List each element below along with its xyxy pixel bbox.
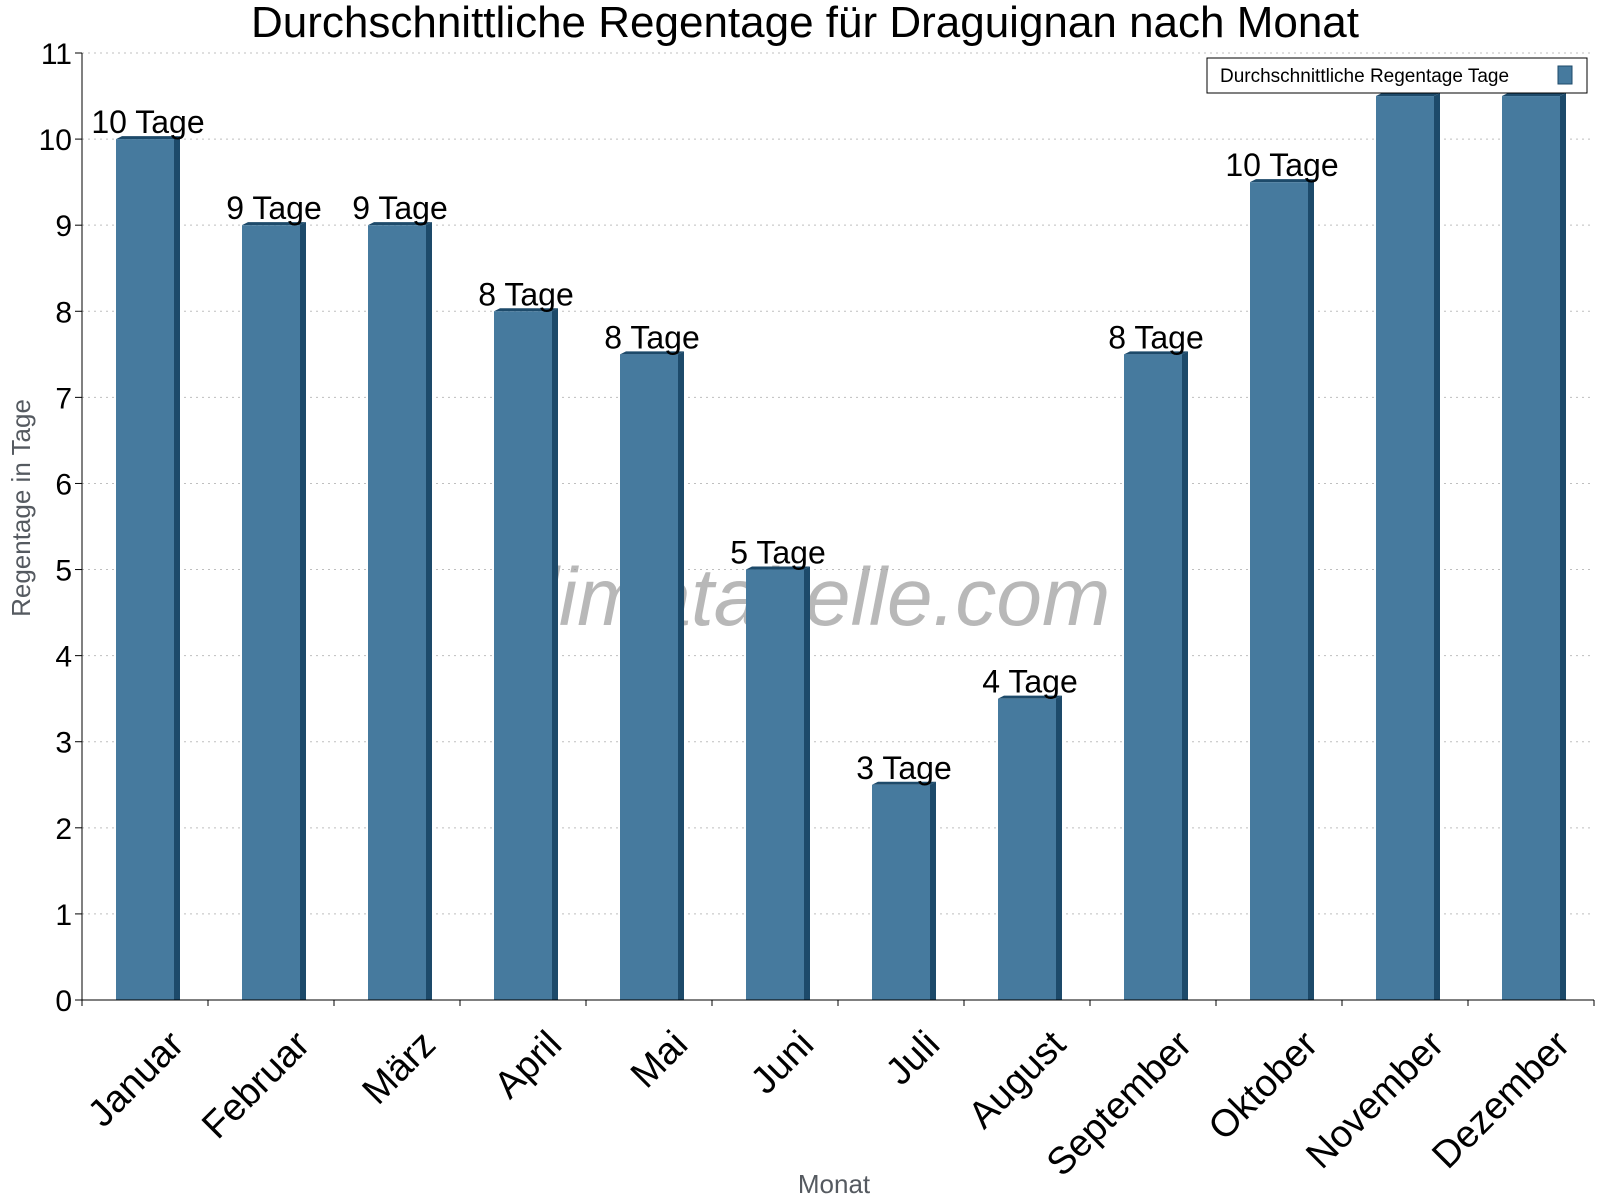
data-label: 10 Tage [1225, 147, 1338, 183]
chart-title: Durchschnittliche Regentage für Draguign… [251, 0, 1359, 47]
bar-front [116, 139, 174, 1000]
y-tick-label: 2 [55, 813, 72, 846]
gridlines [82, 52, 1594, 915]
bar-side [1434, 93, 1440, 1000]
bar-front [368, 225, 426, 1000]
y-axis-title: Regentage in Tage [6, 399, 36, 617]
bar-top [1124, 351, 1188, 355]
bar-front [1124, 354, 1182, 1000]
bar-top [116, 136, 180, 140]
bar-top [1376, 93, 1440, 97]
bar-side [174, 136, 180, 1000]
x-tick-label: November [1298, 1023, 1452, 1177]
data-label: 9 Tage [226, 190, 322, 226]
data-label: 8 Tage [478, 276, 574, 312]
bar-september [1124, 351, 1188, 1000]
x-tick-label: Dezember [1424, 1023, 1578, 1177]
bar-front [494, 311, 552, 1001]
bar-top [494, 308, 558, 312]
bar-side [552, 308, 558, 1001]
bar-top [998, 695, 1062, 699]
bar-dezember [1502, 93, 1566, 1000]
legend: Durchschnittliche Regentage Tage [1206, 57, 1588, 94]
legend-label: Durchschnittliche Regentage Tage [1220, 66, 1509, 87]
bar-april [494, 308, 558, 1001]
bar-november [1376, 93, 1440, 1000]
legend-box [1206, 57, 1588, 94]
data-label: 10 Tage [91, 104, 204, 140]
x-tick-label: Februar [194, 1023, 318, 1147]
bar-front [1250, 182, 1308, 1001]
x-axis-title: Monat [798, 1169, 871, 1199]
data-label: 5 Tage [730, 535, 826, 571]
data-label: 9 Tage [352, 190, 448, 226]
bar-front [998, 698, 1056, 1000]
x-tick-label: Juni [743, 1023, 822, 1102]
bar-august [998, 695, 1062, 1000]
bar-side [804, 566, 810, 1000]
bar-juli [872, 781, 936, 1000]
data-label: 8 Tage [1108, 319, 1204, 355]
bar-side [1560, 93, 1566, 1000]
data-label: 8 Tage [604, 319, 700, 355]
y-tick-label: 7 [55, 382, 72, 415]
bar-februar [242, 222, 306, 1000]
bar-mai [620, 351, 684, 1000]
bar-märz [368, 222, 432, 1000]
bar-front [872, 784, 930, 1000]
data-label: 3 Tage [856, 750, 952, 786]
bar-front [620, 354, 678, 1000]
bar-top [1502, 93, 1566, 97]
bar-januar [116, 136, 180, 1000]
bar-top [746, 566, 810, 570]
bars [116, 93, 1566, 1001]
y-tick-label: 8 [55, 296, 72, 329]
legend-swatch [1557, 65, 1573, 85]
x-tick-label: Juli [878, 1023, 948, 1093]
bar-side [1182, 351, 1188, 1000]
y-tick-label: 10 [39, 124, 72, 157]
bar-side [1308, 179, 1314, 1001]
bar-front [242, 225, 300, 1000]
x-tick-label: März [355, 1023, 444, 1112]
x-tick-label: April [487, 1023, 570, 1106]
bar-front [1376, 96, 1434, 1000]
bar-side [1056, 695, 1062, 1000]
data-labels: 10 Tage 9 Tage 9 Tage 8 Tage 8 Tage 5 Tage 3 T… [91, 104, 1338, 786]
y-tick-label: 3 [55, 727, 72, 760]
data-label: 4 Tage [982, 664, 1078, 700]
bar-oktober [1250, 179, 1314, 1001]
bar-side [678, 351, 684, 1000]
x-tick-label: Oktober [1201, 1023, 1327, 1149]
x-tick-label: Januar [80, 1023, 192, 1135]
y-tick-label: 6 [55, 468, 72, 501]
bar-side [300, 222, 306, 1000]
y-tick-label: 4 [55, 641, 72, 674]
y-tick-label: 11 [41, 38, 72, 71]
bar-top [1250, 179, 1314, 183]
bar-side [930, 781, 936, 1000]
y-tick-label: 5 [55, 555, 72, 588]
bar-side [426, 222, 432, 1000]
y-tick-label: 0 [55, 985, 72, 1018]
y-tick-label: 9 [55, 210, 72, 243]
x-tick-label: August [961, 1023, 1075, 1137]
bar-top [242, 222, 306, 226]
bar-juni [746, 566, 810, 1000]
bar-front [746, 569, 804, 1000]
bar-front [1502, 96, 1560, 1000]
y-tick-label: 1 [55, 899, 72, 932]
bar-top [368, 222, 432, 226]
bar-top [620, 351, 684, 355]
bar-top [872, 781, 936, 785]
x-tick-label: Mai [623, 1023, 696, 1096]
